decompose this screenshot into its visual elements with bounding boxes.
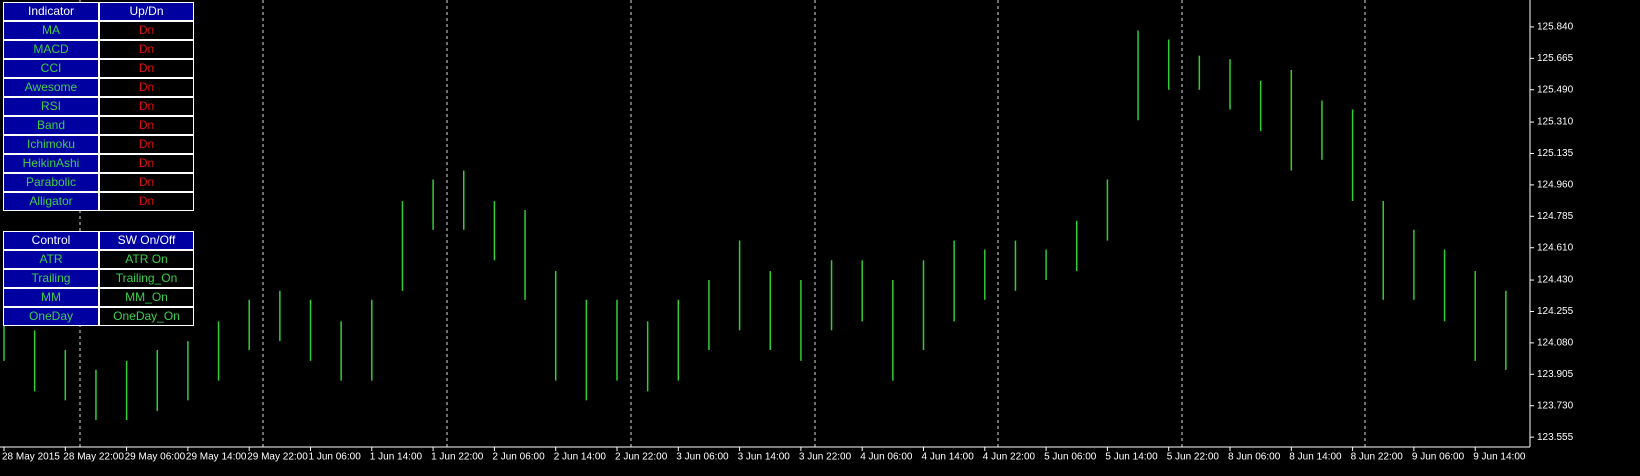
y-tick-label: 123.555: [1537, 432, 1574, 443]
y-tick-label: 124.080: [1537, 338, 1574, 349]
x-tick-label: 4 Jun 14:00: [922, 452, 975, 463]
panel-cell[interactable]: MM: [3, 288, 99, 307]
x-tick-label: 8 Jun 14:00: [1289, 452, 1342, 463]
x-tick-label: 5 Jun 06:00: [1044, 452, 1097, 463]
panel-cell[interactable]: OneDay: [3, 307, 99, 326]
x-tick-label: 5 Jun 22:00: [1167, 452, 1220, 463]
y-tick-label: 125.840: [1537, 22, 1574, 33]
y-tick-label: 124.255: [1537, 306, 1574, 317]
panel-cell[interactable]: Control: [3, 231, 99, 250]
panel-cell[interactable]: ATR: [3, 250, 99, 269]
x-tick-label: 29 May 06:00: [125, 452, 186, 463]
panel-cell[interactable]: Dn: [99, 173, 194, 192]
x-tick-label: 8 Jun 06:00: [1228, 452, 1281, 463]
panel-cell[interactable]: CCI: [3, 59, 99, 78]
x-tick-label: 28 May 2015: [2, 452, 60, 463]
panel-cell[interactable]: Trailing: [3, 269, 99, 288]
y-tick-label: 124.960: [1537, 180, 1574, 191]
x-tick-label: 28 May 22:00: [63, 452, 124, 463]
x-tick-label: 8 Jun 22:00: [1351, 452, 1404, 463]
panel-cell[interactable]: MM_On: [99, 288, 194, 307]
y-tick-label: 123.730: [1537, 400, 1574, 411]
panel-cell[interactable]: OneDay_On: [99, 307, 194, 326]
y-tick-label: 123.905: [1537, 369, 1574, 380]
panel-cell[interactable]: Dn: [99, 154, 194, 173]
panel-cell[interactable]: Dn: [99, 192, 194, 211]
x-tick-label: 3 Jun 14:00: [738, 452, 791, 463]
x-tick-label: 1 Jun 14:00: [370, 452, 423, 463]
panel-cell[interactable]: Band: [3, 116, 99, 135]
panel-cell[interactable]: Dn: [99, 116, 194, 135]
x-tick-label: 4 Jun 06:00: [860, 452, 913, 463]
y-tick-label: 124.785: [1537, 211, 1574, 222]
x-tick-label: 3 Jun 06:00: [676, 452, 729, 463]
x-tick-label: 3 Jun 22:00: [799, 452, 852, 463]
panel-cell[interactable]: ATR On: [99, 250, 194, 269]
y-tick-label: 125.665: [1537, 53, 1574, 64]
panel-cell[interactable]: SW On/Off: [99, 231, 194, 250]
panel-cell[interactable]: Ichimoku: [3, 135, 99, 154]
x-tick-label: 2 Jun 14:00: [554, 452, 607, 463]
panel-cell[interactable]: Trailing_On: [99, 269, 194, 288]
panel-cell[interactable]: Parabolic: [3, 173, 99, 192]
panel-cell[interactable]: MACD: [3, 40, 99, 59]
x-tick-label: 29 May 22:00: [247, 452, 308, 463]
panel-cell[interactable]: Alligator: [3, 192, 99, 211]
panel-cell[interactable]: Dn: [99, 97, 194, 116]
panel-cell[interactable]: Up/Dn: [99, 2, 194, 21]
panel-cell[interactable]: RSI: [3, 97, 99, 116]
x-tick-label: 1 Jun 22:00: [431, 452, 484, 463]
x-tick-label: 9 Jun 14:00: [1473, 452, 1526, 463]
x-tick-label: 2 Jun 22:00: [615, 452, 668, 463]
x-tick-label: 4 Jun 22:00: [983, 452, 1036, 463]
panel-cell[interactable]: Indicator: [3, 2, 99, 21]
x-tick-label: 2 Jun 06:00: [492, 452, 545, 463]
panel-cell[interactable]: Dn: [99, 135, 194, 154]
panel-cell[interactable]: Awesome: [3, 78, 99, 97]
panel-cell[interactable]: Dn: [99, 59, 194, 78]
y-tick-label: 125.135: [1537, 148, 1574, 159]
x-tick-label: 9 Jun 06:00: [1412, 452, 1465, 463]
y-tick-label: 124.430: [1537, 275, 1574, 286]
x-tick-label: 29 May 14:00: [186, 452, 247, 463]
y-tick-label: 125.310: [1537, 117, 1574, 128]
y-tick-label: 125.490: [1537, 84, 1574, 95]
y-tick-label: 124.610: [1537, 242, 1574, 253]
period-separators: [79, 0, 1366, 447]
x-tick-label: 1 Jun 06:00: [309, 452, 362, 463]
panel-cell[interactable]: MA: [3, 21, 99, 40]
panel-cell[interactable]: Dn: [99, 21, 194, 40]
panel-cell[interactable]: HeikinAshi: [3, 154, 99, 173]
panel-cell[interactable]: Dn: [99, 40, 194, 59]
panel-cell[interactable]: Dn: [99, 78, 194, 97]
x-tick-label: 5 Jun 14:00: [1105, 452, 1158, 463]
